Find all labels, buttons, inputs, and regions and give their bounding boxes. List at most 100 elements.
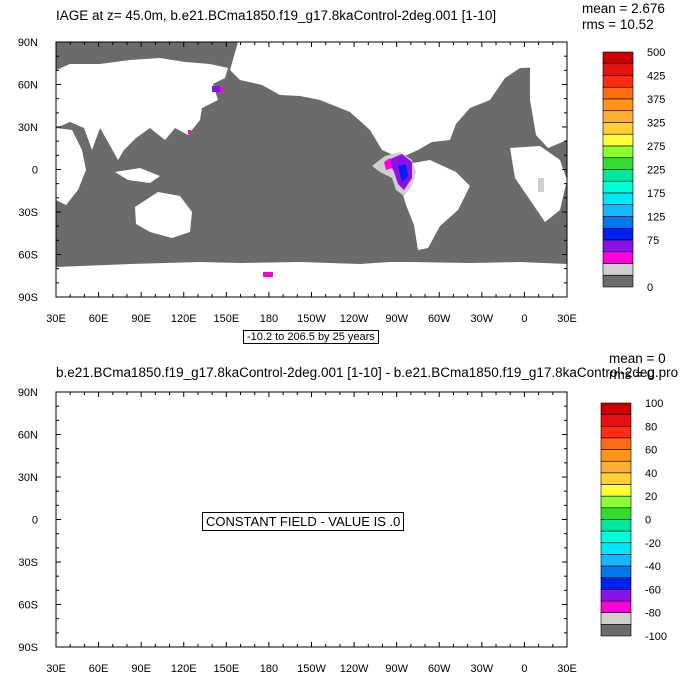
colorbar-swatch [602, 169, 634, 182]
colorbar-swatch [602, 75, 634, 88]
colorbar-label: 75 [647, 235, 659, 247]
panel1-mean: mean = 2.676 [582, 1, 665, 16]
x-tick-label: 180 [260, 313, 278, 325]
y-tick-label: 60N [18, 80, 38, 92]
colorbar-label: 125 [647, 212, 665, 224]
x-tick-label: 60E [89, 663, 109, 675]
colorbar-swatch [602, 192, 634, 206]
x-tick-label: 30E [557, 663, 577, 675]
colorbar-swatch [602, 63, 634, 76]
colorbar-swatch [600, 426, 632, 439]
colorbar-swatch [602, 274, 634, 288]
colorbar-label: 0 [645, 515, 651, 527]
panel2-y-axis: 90N 60N 30N 0 30S 60S 90S [18, 387, 567, 654]
land-europe [530, 52, 567, 148]
land-africa-west [56, 128, 86, 205]
colorbar-swatch [600, 542, 632, 555]
colorbar-label: 425 [647, 71, 665, 83]
antarctic-patch [263, 272, 273, 277]
x-tick-label: 60E [89, 313, 109, 325]
y-tick-label: 30N [18, 122, 38, 134]
y-tick-label: 90N [18, 37, 38, 49]
east-pacific-inner [398, 164, 408, 182]
colorbar-swatch [602, 133, 634, 147]
colorbar-swatch [600, 472, 632, 485]
colorbar-swatch [600, 600, 632, 614]
colorbar-swatch [600, 402, 632, 415]
colorbar-label: 0 [647, 282, 653, 294]
panel1-colorbar: 500 425 375 325 275 225 175 125 75 0 [602, 47, 665, 294]
x-tick-label: 0 [521, 663, 527, 675]
y-tick-label: 30N [18, 472, 38, 484]
x-tick-label: 30E [46, 313, 66, 325]
panel2-constant-label: CONSTANT FIELD - VALUE IS .0 [202, 512, 405, 531]
x-tick-label: 30E [557, 313, 577, 325]
y-tick-label: 90S [18, 642, 38, 654]
panel1-y-axis: 90N 60N 30N 0 30S 60S 90S [18, 37, 567, 304]
land-australia [135, 192, 192, 238]
colorbar-swatch [600, 437, 632, 450]
y-tick-label: 0 [32, 165, 38, 177]
colorbar-swatch [600, 519, 632, 532]
x-tick-label: 150W [297, 663, 326, 675]
east-sa-patch [538, 178, 544, 192]
colorbar-swatch [600, 624, 632, 637]
colorbar-swatch [600, 577, 632, 590]
colorbar-swatch [600, 507, 632, 520]
x-tick-label: 0 [521, 313, 527, 325]
colorbar-swatch [600, 414, 632, 427]
x-tick-label: 120E [171, 313, 197, 325]
colorbar-swatch [600, 460, 632, 474]
colorbar-swatch [602, 180, 634, 194]
colorbar-label: 175 [647, 188, 665, 200]
x-tick-label: 120W [340, 663, 369, 675]
y-tick-label: 60N [18, 430, 38, 442]
y-tick-label: 90S [18, 292, 38, 304]
panel2-rms: rms = 0 [609, 367, 655, 382]
x-tick-label: 30W [471, 663, 494, 675]
x-tick-label: 60W [428, 663, 451, 675]
colorbar-swatch [600, 565, 632, 579]
panel1-map: 30E 60E 90E 120E 150E 180 150W 120W 90W 60W 30W 0 30… [18, 37, 666, 325]
colorbar-swatch [602, 51, 634, 65]
colorbar-swatch [602, 227, 634, 241]
x-tick-label: 90E [131, 663, 151, 675]
panel1-rms: rms = 10.52 [582, 17, 654, 32]
colorbar-swatch [602, 251, 634, 264]
colorbar-label: 80 [645, 421, 657, 433]
land-indonesia [115, 168, 160, 183]
x-tick-label: 90W [385, 663, 408, 675]
panel2-colorbar: 100 80 60 40 20 0 -20 -40 -60 -80 -100 [600, 398, 667, 643]
age-anomaly-marks [188, 86, 544, 277]
colorbar-swatch [602, 239, 634, 253]
colorbar-swatch [600, 589, 632, 602]
colorbar-swatch [600, 484, 632, 497]
x-tick-label: 150W [297, 313, 326, 325]
x-tick-label: 30E [46, 663, 66, 675]
colorbar-label: 100 [645, 398, 663, 410]
x-tick-label: 30W [471, 313, 494, 325]
east-pacific-edge [384, 158, 392, 170]
colorbar-swatch [600, 449, 632, 462]
colorbar-swatch [602, 98, 634, 112]
panel2-mean: mean = 0 [609, 351, 666, 366]
colorbar-label: -100 [645, 631, 667, 643]
colorbar-label: -40 [645, 561, 661, 573]
okhotsk-patch [212, 86, 220, 92]
x-tick-label: 180 [260, 663, 278, 675]
colorbar-label: 225 [647, 165, 665, 177]
colorbar-swatch [600, 612, 632, 625]
land-south-america [400, 160, 470, 250]
y-tick-label: 60S [18, 600, 38, 612]
panel1-plot-area: 30E 60E 90E 120E 150E 180 150W 120W 90W 60W 30W 0 30… [18, 37, 577, 325]
panel2-x-axis: 30E 60E 90E 120E 150E 180 150W 120W 90W 60W 30W 0 30… [46, 392, 577, 675]
colorbar-swatch [602, 145, 634, 159]
x-tick-label: 90E [131, 313, 151, 325]
colorbar-swatch [602, 122, 634, 135]
y-tick-label: 30S [18, 207, 38, 219]
colorbar-swatch [600, 495, 632, 509]
colorbar-label: 60 [645, 445, 657, 457]
x-tick-label: 150E [213, 663, 239, 675]
panel1-title: IAGE at z= 45.0m, b.e21.BCma1850.f19_g17… [56, 8, 497, 23]
land-north-america [230, 42, 567, 158]
